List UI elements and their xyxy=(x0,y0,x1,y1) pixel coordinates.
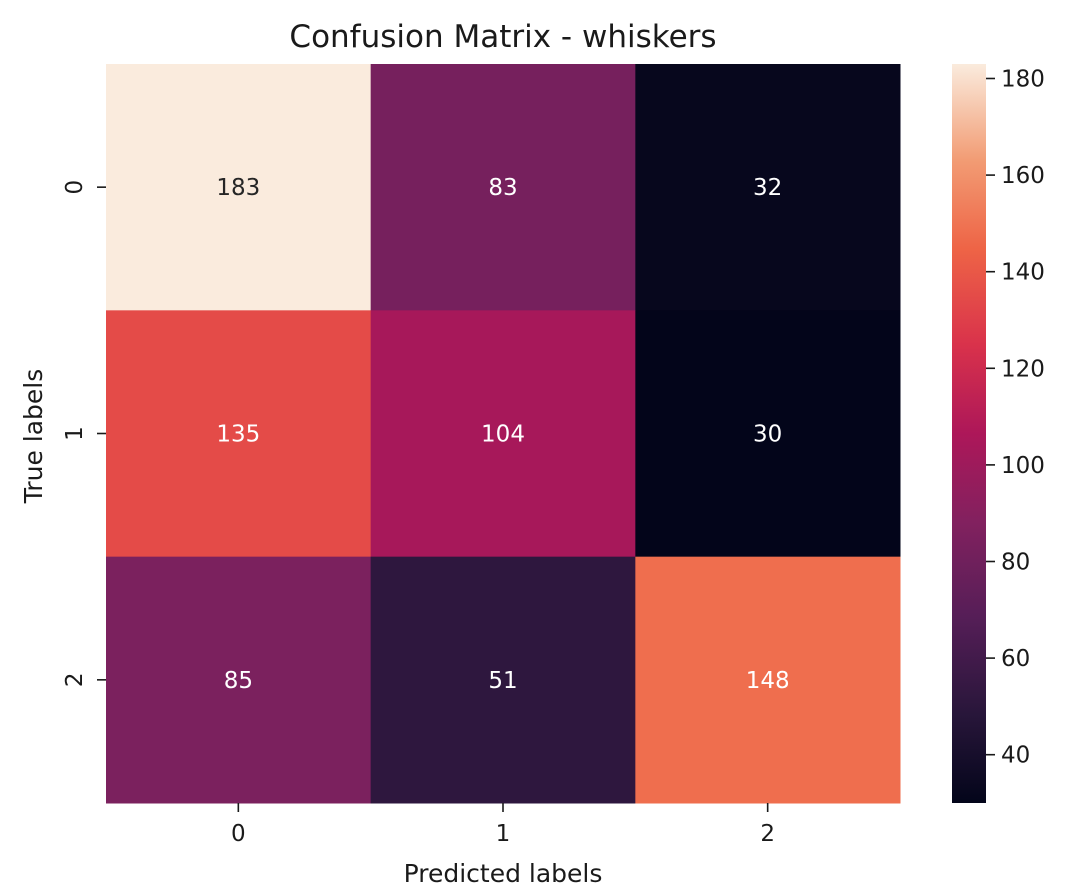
colorbar-ticks: 40 60 80 100 120 140 160 180 xyxy=(986,66,1045,769)
heatmap-cell-r1-c0 xyxy=(106,310,372,558)
colorbar-tick-label: 140 xyxy=(1001,260,1045,286)
heatmap-cell-r0-c1 xyxy=(370,64,636,311)
colorbar-tick-label: 60 xyxy=(1001,646,1030,672)
x-tick-label: 0 xyxy=(231,821,246,847)
cell-value-r2-c1: 51 xyxy=(488,668,517,694)
heatmap-cell-labels: 183 83 32 135 104 30 85 51 148 xyxy=(216,175,789,694)
cell-value-r0-c0: 183 xyxy=(216,175,260,201)
colorbar-tick-label: 180 xyxy=(1001,66,1045,92)
cell-value-r1-c0: 135 xyxy=(216,422,260,448)
y-axis-ticks: 0 1 2 xyxy=(62,180,106,687)
x-axis-label: Predicted labels xyxy=(404,859,603,886)
x-axis-ticks: 0 1 2 xyxy=(231,803,775,847)
cell-value-r2-c2: 148 xyxy=(746,668,790,694)
cell-value-r0-c1: 83 xyxy=(488,175,517,201)
heatmap-cell-r0-c0 xyxy=(106,64,372,311)
colorbar-tick-label: 40 xyxy=(1001,743,1030,769)
cell-value-r0-c2: 32 xyxy=(753,175,782,201)
colorbar: 40 60 80 100 120 140 160 180 xyxy=(952,64,1045,803)
y-tick-label: 2 xyxy=(62,673,88,688)
heatmap-cell-r1-c1 xyxy=(370,310,636,558)
x-tick-label: 1 xyxy=(496,821,511,847)
colorbar-tick-label: 80 xyxy=(1001,549,1030,575)
cell-value-r1-c1: 104 xyxy=(481,422,525,448)
heatmap-cell-r0-c2 xyxy=(635,64,901,311)
x-tick-label: 2 xyxy=(760,821,775,847)
colorbar-tick-label: 160 xyxy=(1001,163,1045,189)
cell-value-r2-c0: 85 xyxy=(224,668,253,694)
heatmap-cells xyxy=(106,64,901,804)
heatmap-cell-r1-c2 xyxy=(635,310,901,558)
y-tick-label: 0 xyxy=(62,180,88,195)
cell-value-r1-c2: 30 xyxy=(753,422,782,448)
colorbar-tick-label: 120 xyxy=(1001,356,1045,382)
y-tick-label: 1 xyxy=(62,426,88,441)
colorbar-gradient xyxy=(952,64,986,803)
heatmap-cell-r2-c1 xyxy=(370,556,636,804)
heatmap-cell-r2-c0 xyxy=(106,556,372,804)
y-axis-label: True labels xyxy=(19,369,48,505)
heatmap-cell-r2-c2 xyxy=(635,556,901,804)
chart-title: Confusion Matrix - whiskers xyxy=(289,19,716,55)
colorbar-tick-label: 100 xyxy=(1001,453,1045,479)
